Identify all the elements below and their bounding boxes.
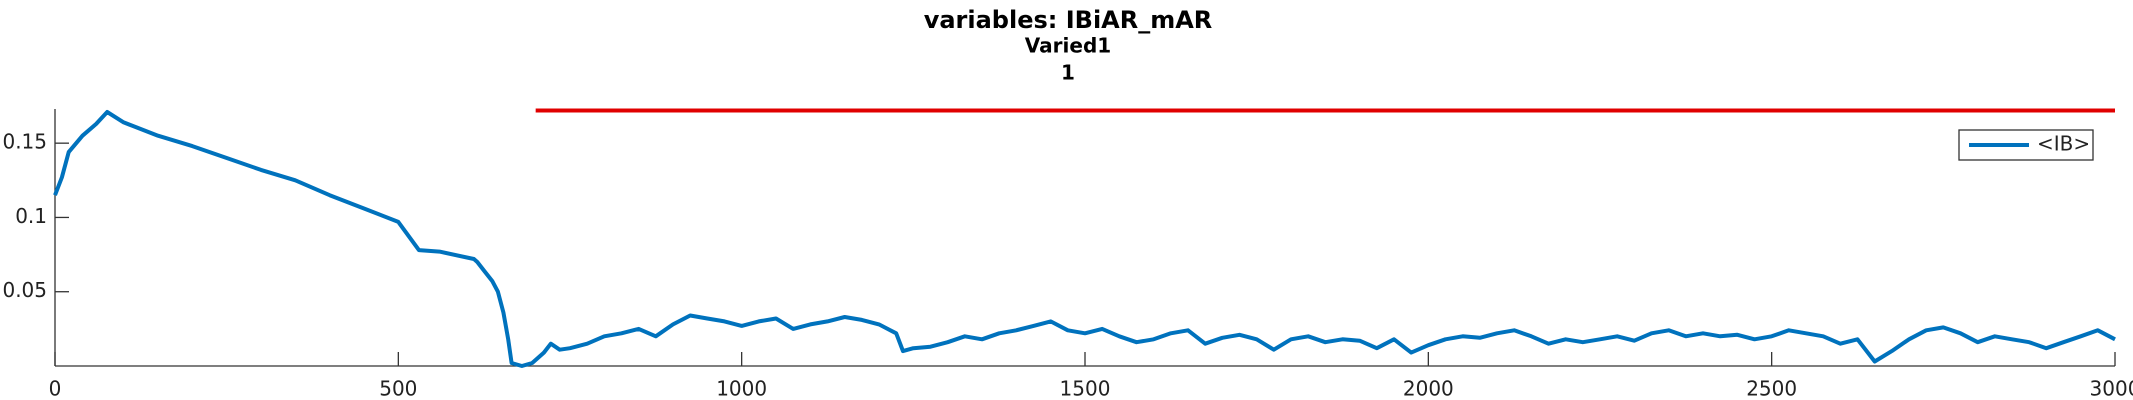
- chart-subtitle: Varied1: [1025, 34, 1111, 58]
- y-tick-label: 0.05: [2, 278, 47, 302]
- x-tick-label: 2500: [1746, 377, 1797, 400]
- x-tick-label: 1500: [1060, 377, 1111, 400]
- x-tick-label: 0: [49, 377, 62, 400]
- chart-title: variables: IBiAR_mAR: [924, 6, 1213, 34]
- x-tick-label: 3000: [2090, 377, 2133, 400]
- y-tick-label: 0.1: [15, 204, 47, 228]
- legend-label: <IB>: [2037, 132, 2090, 156]
- y-tick-label: 0.15: [2, 130, 47, 154]
- x-tick-label: 2000: [1403, 377, 1454, 400]
- annotation: 1: [1061, 61, 1075, 85]
- data-line: [53, 110, 2116, 368]
- x-tick-label: 1000: [716, 377, 767, 400]
- x-tick-label: 500: [379, 377, 417, 400]
